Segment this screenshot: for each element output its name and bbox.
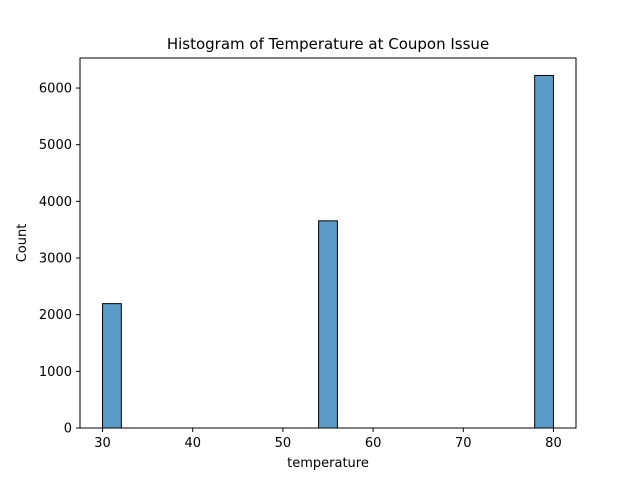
histogram-bar-2 bbox=[534, 74, 554, 429]
y-ticks-group: 0 1000 2000 3000 4000 5000 6000 bbox=[39, 82, 80, 437]
y-tick-label: 1000 bbox=[39, 365, 72, 380]
y-tick-label: 3000 bbox=[39, 252, 72, 267]
x-tick-label: 50 bbox=[275, 436, 292, 451]
x-tick-label: 70 bbox=[455, 436, 472, 451]
y-tick-label: 4000 bbox=[39, 195, 72, 210]
x-ticks-group: 30 40 50 60 70 80 bbox=[94, 428, 562, 451]
x-tick-label: 40 bbox=[184, 436, 201, 451]
chart-title: Histogram of Temperature at Coupon Issue bbox=[167, 35, 489, 53]
y-tick-label: 2000 bbox=[39, 308, 72, 323]
y-tick-label: 5000 bbox=[39, 138, 72, 153]
x-tick-label: 30 bbox=[94, 436, 111, 451]
y-tick-label: 6000 bbox=[39, 82, 72, 97]
histogram-bar-1 bbox=[318, 220, 338, 429]
x-tick-label: 80 bbox=[545, 436, 562, 451]
x-axis-label: temperature bbox=[287, 456, 369, 471]
histogram-bar-0 bbox=[102, 303, 122, 429]
bars-group bbox=[102, 74, 554, 429]
x-tick-label: 60 bbox=[365, 436, 382, 451]
y-axis-label: Count bbox=[15, 224, 30, 263]
plot-frame bbox=[79, 57, 577, 429]
y-tick-label: 0 bbox=[64, 422, 72, 437]
